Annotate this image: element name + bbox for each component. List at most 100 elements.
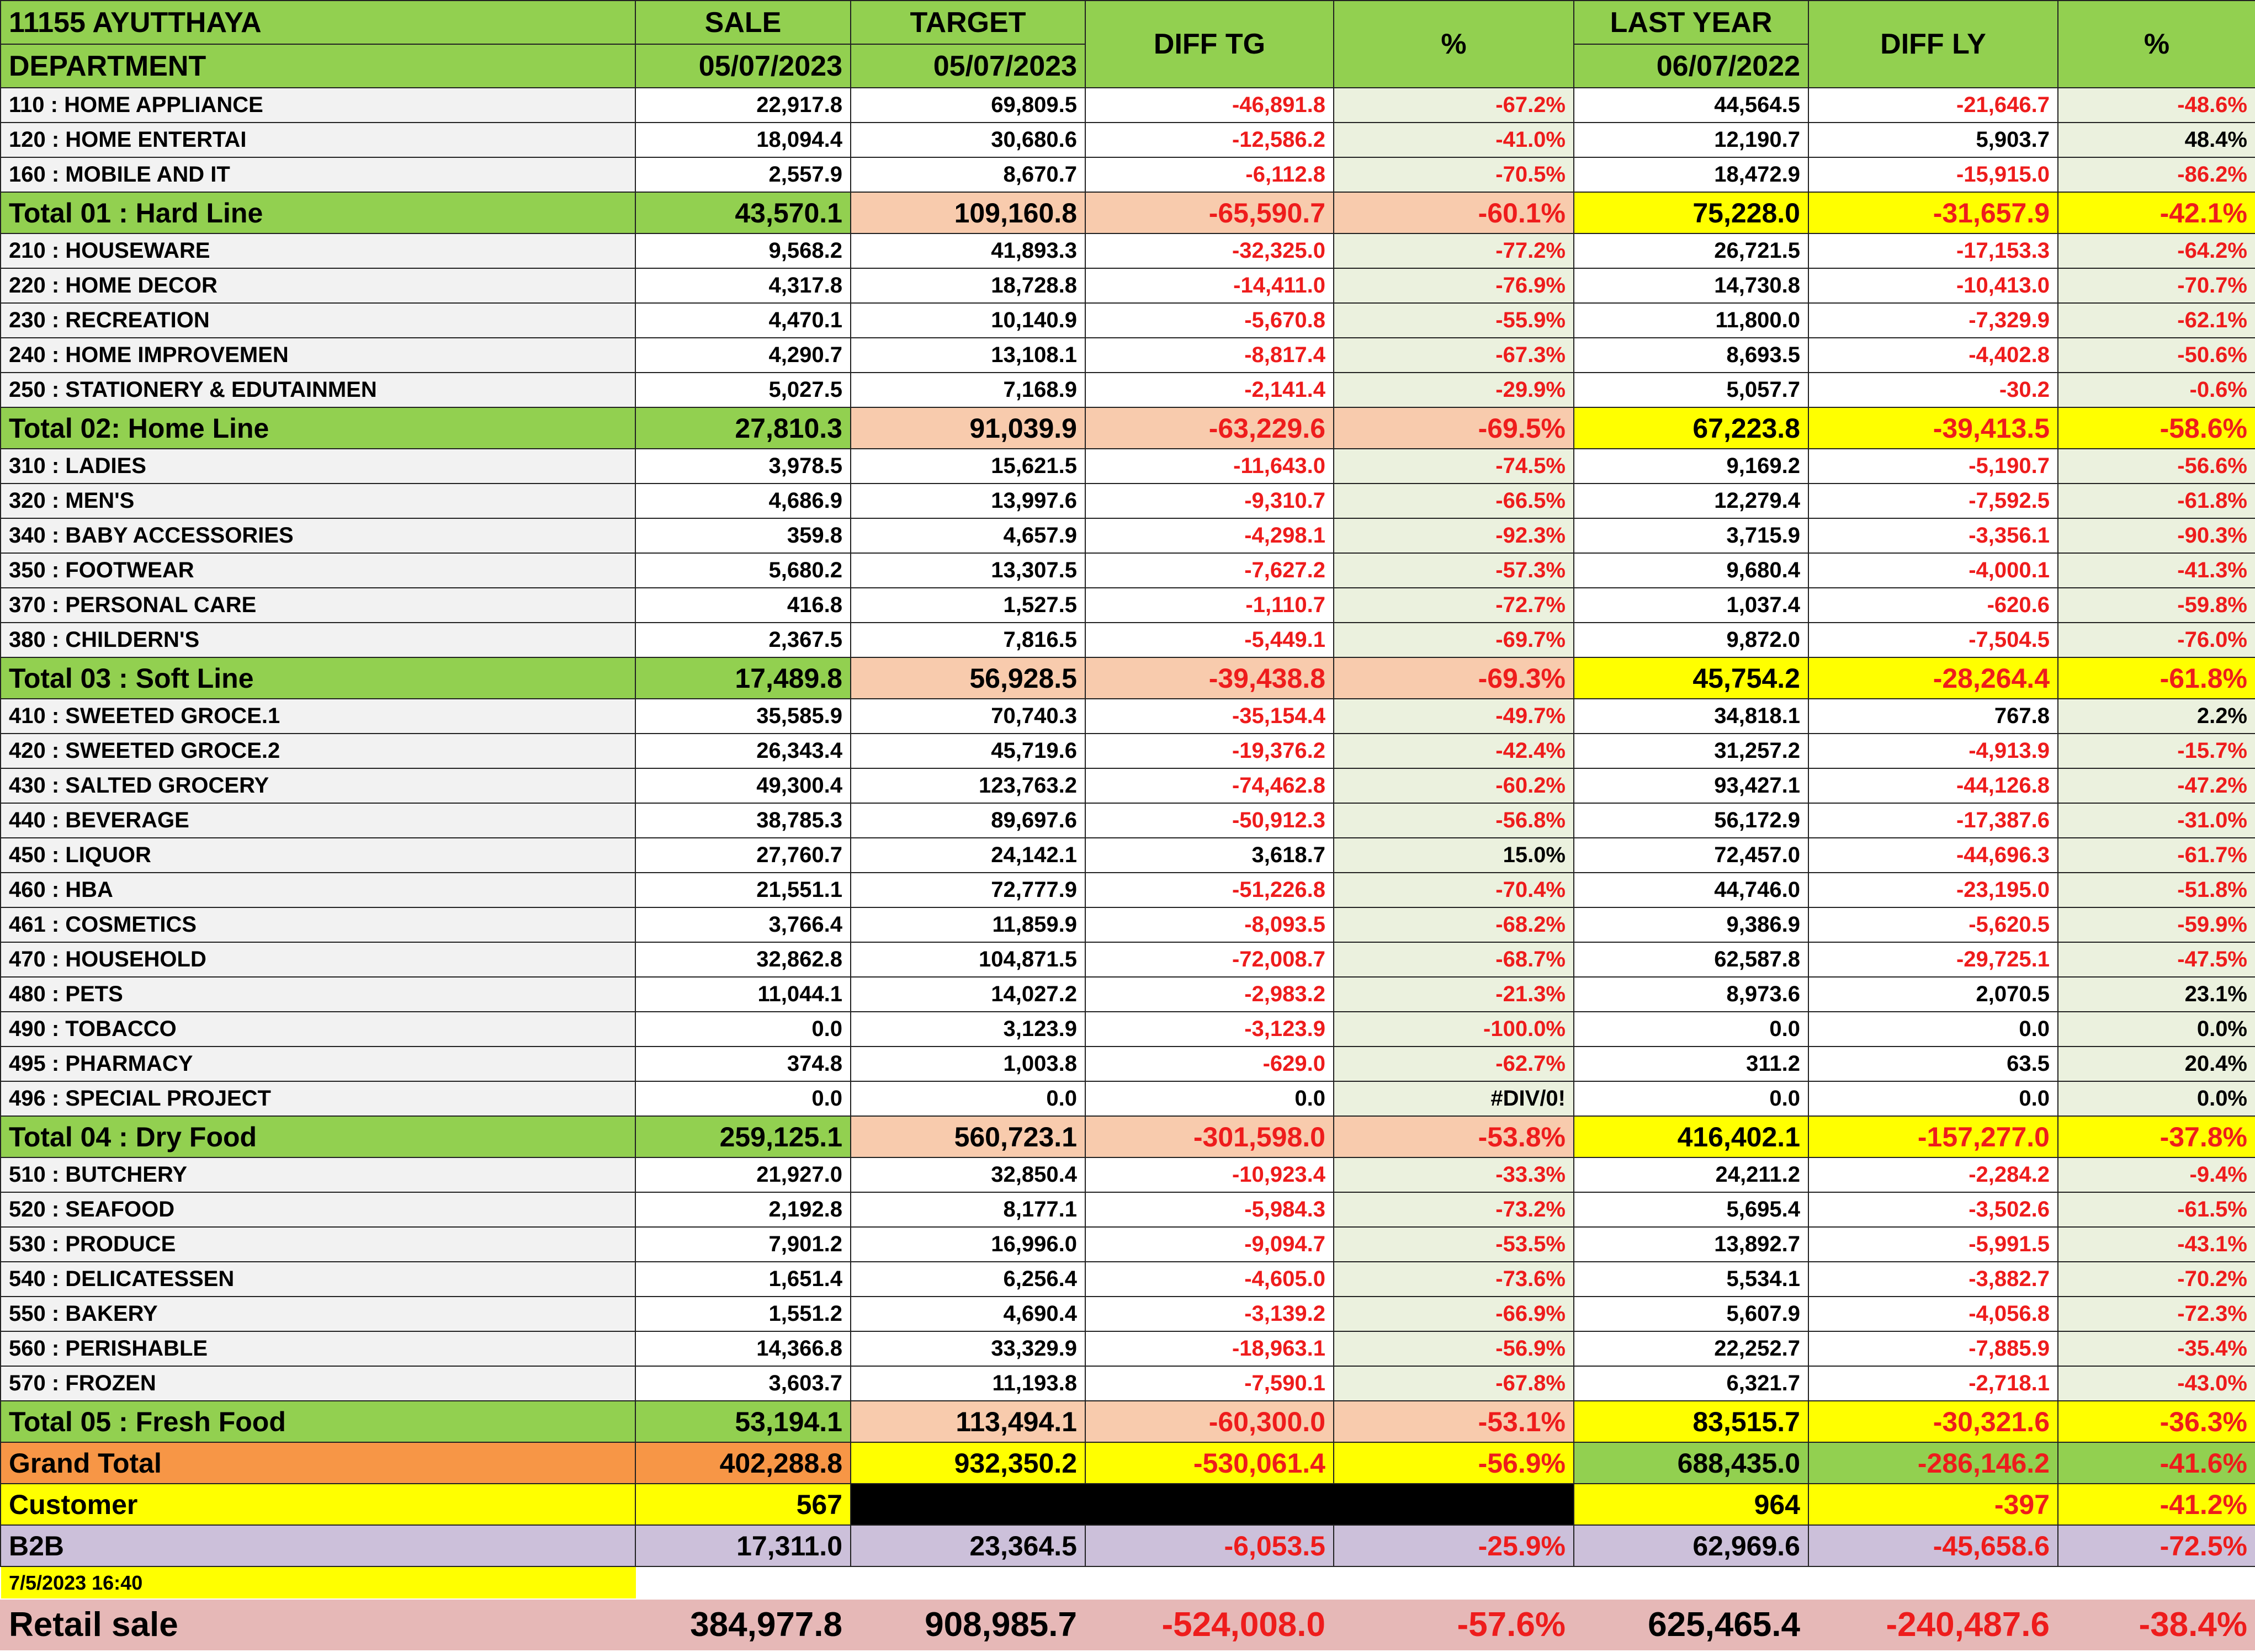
last-year-value: 9,680.4 [1573,553,1809,588]
last-year-date: 06/07/2022 [1573,44,1809,88]
grand-total-target: 932,350.2 [850,1442,1086,1484]
total-diff-tg: -65,590.7 [1085,192,1334,234]
diff-tg-value: -6,112.8 [1085,157,1334,193]
diff-ly-value: -17,153.3 [1808,233,2058,269]
diff-ly-value: -4,000.1 [1808,553,2058,588]
department-name: 560 : PERISHABLE [0,1331,636,1367]
target-value: 24,142.1 [850,837,1086,873]
pct-tg-value: -68.2% [1333,907,1574,943]
grand-total-row: Grand Total 402,288.8 932,350.2 -530,061.4-… [0,1442,2255,1484]
group-total-row: Total 03 : Soft Line 17,489.8 56,928.5 -39,… [0,657,2255,699]
diff-tg-value: 3,618.7 [1085,837,1334,873]
pct-ly-value: 0.0% [2057,1011,2255,1047]
department-row: 510 : BUTCHERY 21,927.0 32,850.4 -10,923.4-… [0,1157,2255,1193]
target-value: 1,527.5 [850,587,1086,623]
diff-tg-value: -629.0 [1085,1046,1334,1082]
department-row: 230 : RECREATION 4,470.1 10,140.9 -5,670.8-… [0,302,2255,338]
total-target: 560,723.1 [850,1116,1086,1158]
target-value: 13,108.1 [850,337,1086,373]
pct-ly-value: -9.4% [2057,1157,2255,1193]
total-pct-tg: -53.1% [1333,1400,1574,1443]
department-name: 440 : BEVERAGE [0,803,636,838]
target-value: 18,728.8 [850,268,1086,304]
target-value: 10,140.9 [850,302,1086,338]
group-total-row: Total 02: Home Line 27,810.3 91,039.9 -63,2… [0,407,2255,449]
last-year-value: 9,872.0 [1573,622,1809,658]
last-year-value: 11,800.0 [1573,302,1809,338]
group-total-row: Total 01 : Hard Line 43,570.1 109,160.8 -65… [0,192,2255,234]
department-name: 430 : SALTED GROCERY [0,768,636,804]
last-year-value: 8,973.6 [1573,976,1809,1012]
diff-ly-value: -7,329.9 [1808,302,2058,338]
sale-value: 4,317.8 [635,268,851,304]
pct-ly-value: -15.7% [2057,733,2255,769]
target-value: 4,657.9 [850,518,1086,554]
pct-tg-value: -66.9% [1333,1296,1574,1332]
diff-ly-value: -21,646.7 [1808,87,2058,123]
pct-tg-value: -72.7% [1333,587,1574,623]
diff-tg-value: -74,462.8 [1085,768,1334,804]
department-row: 160 : MOBILE AND IT 2,557.9 8,670.7 -6,112.… [0,157,2255,193]
pct-ly-value: -72.3% [2057,1296,2255,1332]
department-row: 430 : SALTED GROCERY 49,300.4 123,763.2 -74… [0,768,2255,804]
diff-tg-value: -46,891.8 [1085,87,1334,123]
retail-sale-diff-tg: -524,008.0 [1085,1598,1334,1650]
department-row: 320 : MEN'S 4,686.9 13,997.6 -9,310.7 -66.5%… [0,483,2255,519]
diff-ly-value: 0.0 [1808,1011,2058,1047]
last-year-value: 93,427.1 [1573,768,1809,804]
customer-pct-ly: -41.2% [2057,1483,2255,1526]
diff-tg-value: -12,586.2 [1085,122,1334,158]
department-row: 470 : HOUSEHOLD 32,862.8 104,871.5 -72,008.… [0,942,2255,978]
department-name: 460 : HBA [0,872,636,908]
sale-value: 359.8 [635,518,851,554]
diff-tg-value: -2,983.2 [1085,976,1334,1012]
diff-ly-value: -3,502.6 [1808,1192,2058,1228]
diff-ly-value: -17,387.6 [1808,803,2058,838]
pct-ly-value: -61.5% [2057,1192,2255,1228]
total-diff-ly: -28,264.4 [1808,657,2058,699]
pct-tg-value: -100.0% [1333,1011,1574,1047]
department-row: 340 : BABY ACCESSORIES 359.8 4,657.9 -4,298… [0,518,2255,554]
diff-tg-value: -9,094.7 [1085,1226,1334,1262]
diff-tg-value: -7,627.2 [1085,553,1334,588]
last-year-header: LAST YEAR [1573,0,1809,45]
diff-tg-value: -5,449.1 [1085,622,1334,658]
b2b-diff-ly: -45,658.6 [1808,1524,2058,1567]
total-diff-tg: -63,229.6 [1085,407,1334,449]
diff-ly-value: -3,882.7 [1808,1261,2058,1297]
target-header: TARGET [850,0,1086,45]
pct-ly-value: -70.2% [2057,1261,2255,1297]
sale-value: 18,094.4 [635,122,851,158]
diff-ly-value: -3,356.1 [1808,518,2058,554]
diff-tg-value: -32,325.0 [1085,233,1334,269]
diff-tg-value: -5,984.3 [1085,1192,1334,1228]
department-name: 410 : SWEETED GROCE.1 [0,698,636,734]
diff-tg-value: -3,123.9 [1085,1011,1334,1047]
sale-header: SALE [635,0,851,45]
department-name: 470 : HOUSEHOLD [0,942,636,978]
diff-tg-value: -5,670.8 [1085,302,1334,338]
diff-tg-value: -2,141.4 [1085,372,1334,408]
diff-tg-value: -9,310.7 [1085,483,1334,519]
last-year-value: 72,457.0 [1573,837,1809,873]
target-value: 0.0 [850,1081,1086,1117]
pct-tg-value: -73.6% [1333,1261,1574,1297]
department-name: 320 : MEN'S [0,483,636,519]
pct-ly-value: -43.1% [2057,1226,2255,1262]
target-value: 15,621.5 [850,448,1086,484]
last-year-value: 0.0 [1573,1011,1809,1047]
pct-ly-value: 48.4% [2057,122,2255,158]
b2b-row: B2B 17,311.0 23,364.5 -6,053.5 -25.9% 62,969.… [0,1524,2255,1567]
department-row: 380 : CHILDERN'S 2,367.5 7,816.5 -5,449.1 -6… [0,622,2255,658]
empty-cell [1085,1566,1334,1600]
last-year-value: 26,721.5 [1573,233,1809,269]
target-value: 33,329.9 [850,1331,1086,1367]
target-value: 104,871.5 [850,942,1086,978]
pct-ly-value: -59.9% [2057,907,2255,943]
diff-tg-value: -14,411.0 [1085,268,1334,304]
pct-ly-value: -86.2% [2057,157,2255,193]
diff-tg-value: -4,605.0 [1085,1261,1334,1297]
department-name: 210 : HOUSEWARE [0,233,636,269]
retail-sale-target: 908,985.7 [850,1598,1086,1650]
b2b-label: B2B [0,1524,636,1567]
